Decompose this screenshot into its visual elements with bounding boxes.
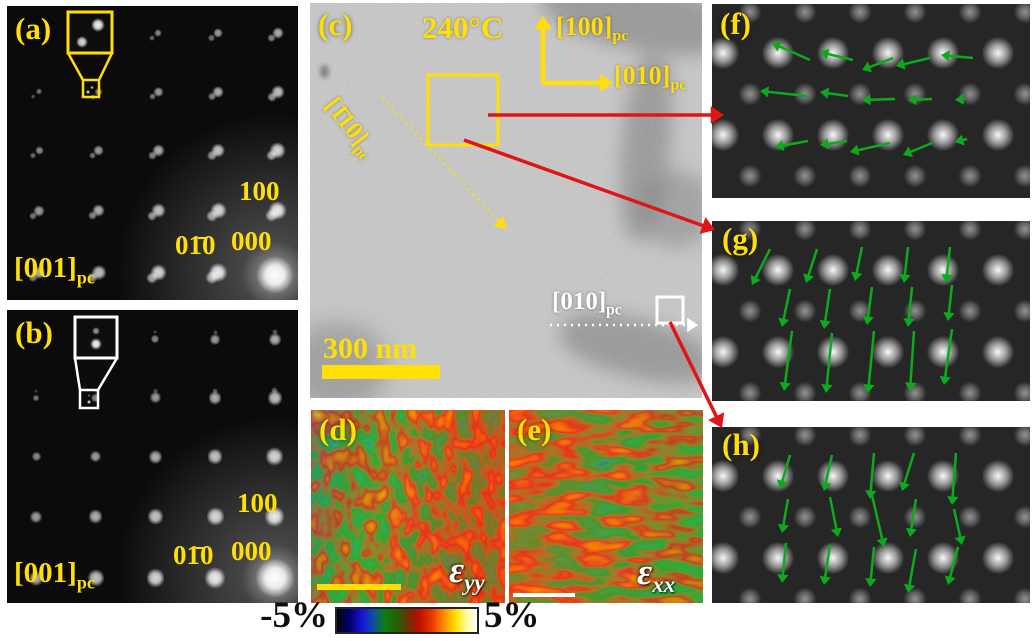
strain-bias-overlay [311, 410, 505, 603]
axis-010-label: [010]pc [614, 61, 687, 94]
spot-label-000-a: 000 [231, 226, 272, 256]
panel-d-label: (d) [319, 412, 357, 447]
panel-h-atomic-map: (h) [712, 427, 1030, 603]
spot-label-000-b: 000 [231, 536, 272, 566]
panel-a-label: (a) [15, 11, 52, 46]
panel-c-tem-overview: (c) 240°C [100]pc [010]pc [1̄10]pc [010]… [310, 3, 702, 398]
panel-g-atomic-map: (g) [712, 221, 1030, 401]
panel-f-label: (f) [720, 6, 751, 41]
colorbar-max-label: 5% [484, 595, 540, 636]
spot-label-100-b: 100 [237, 488, 278, 518]
scale-bar-d [317, 584, 401, 590]
axis-110-label: [1̄10]pc [319, 92, 374, 165]
axis-100-label: [100]pc [556, 12, 629, 45]
zone-axis-label-a: [001]pc [14, 252, 95, 288]
spot-label-100-a: 100 [239, 176, 280, 206]
defect-spot [320, 65, 329, 78]
panel-c-label: (c) [318, 7, 353, 42]
strain-exx-label: εxx [637, 552, 676, 598]
spot-label-010-b: 01̄0 [173, 540, 214, 570]
panel-e-strain-exx: (e) εxx [509, 410, 703, 603]
panel-g-label: (g) [722, 221, 759, 256]
spot-label-010-a: 01̄0 [175, 230, 216, 260]
panel-a-diffraction: (a) 100 000 01̄0 [001]pc [7, 6, 298, 300]
strain-eyy-label: εyy [449, 550, 485, 596]
panel-d-strain-eyy: (d) εyy [311, 410, 505, 603]
temperature-label: 240°C [422, 10, 504, 45]
strain-bias-overlay [509, 410, 703, 603]
strain-colorbar [335, 607, 479, 634]
scale-bar-e [513, 593, 575, 597]
panel-f-atomic-map: (f) [712, 4, 1030, 198]
domain-wall-band [640, 171, 702, 247]
panel-h-label: (h) [722, 427, 760, 462]
wall-direction-label: [010]pc [552, 288, 622, 319]
panel-b-diffraction: (b) 100 000 01̄0 [001]pc [7, 310, 298, 603]
zone-axis-label-b: [001]pc [14, 557, 95, 593]
colorbar-min-label: -5% [260, 595, 328, 636]
panel-b-label: (b) [15, 315, 53, 350]
scale-bar-label: 300 nm [323, 332, 418, 365]
panel-e-label: (e) [517, 412, 552, 447]
